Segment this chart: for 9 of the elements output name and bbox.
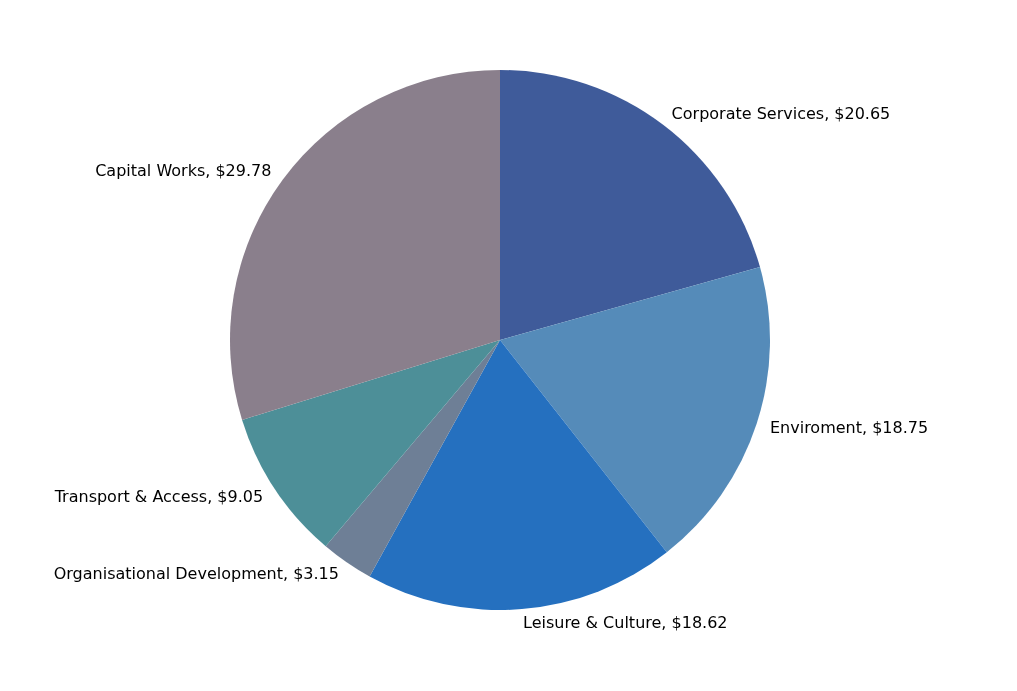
slice-label: Transport & Access, $9.05 (53, 486, 264, 506)
pie-slice (369, 340, 667, 610)
slice-label: Leisure & Culture, $18.62 (522, 613, 728, 633)
slice-label: Enviroment, $18.75 (769, 418, 929, 438)
slice-label: Capital Works, $29.78 (95, 161, 272, 181)
slice-label: Organisational Development, $3.15 (53, 563, 339, 583)
slice-label: Corporate Services, $20.65 (671, 103, 891, 123)
pie-slice (500, 70, 760, 340)
pie-slice (500, 267, 770, 553)
